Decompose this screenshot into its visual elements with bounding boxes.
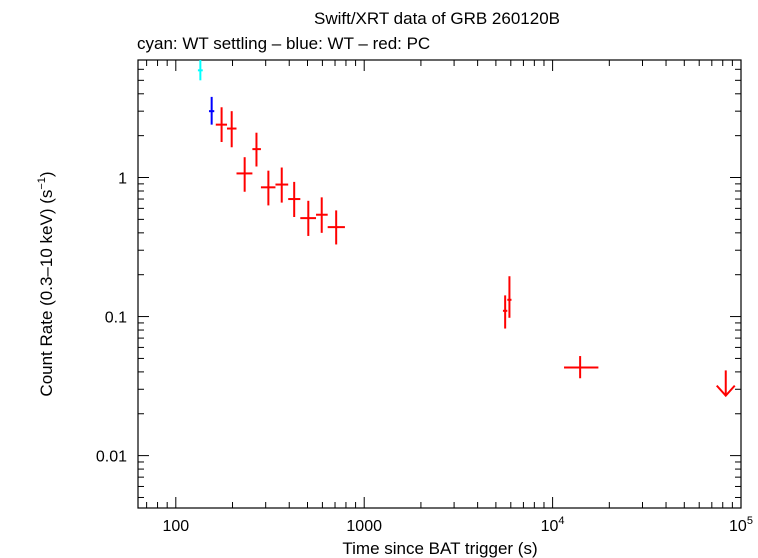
data-point	[208, 96, 215, 125]
data-point	[227, 111, 237, 148]
y-axis-label: Count Rate (0.3–10 keV) (s−1)	[36, 171, 56, 396]
x-axis-label: Time since BAT trigger (s)	[342, 539, 537, 558]
data-point	[275, 167, 289, 203]
upper-limit-arrowhead	[716, 384, 736, 398]
plot-frame	[137, 59, 742, 509]
data-point	[197, 60, 203, 81]
upper-limit-marker	[716, 370, 736, 398]
series-wt	[208, 96, 215, 125]
data-point	[215, 107, 228, 143]
y-tick-label: 0.01	[96, 449, 127, 466]
x-tick-label: 104	[541, 515, 565, 535]
x-tick-label: 105	[729, 515, 753, 535]
data-point	[252, 132, 261, 167]
data-point	[316, 197, 328, 233]
data-point	[507, 276, 512, 318]
data-point	[564, 356, 599, 379]
series-pc	[215, 107, 736, 398]
chart-title: Swift/XRT data of GRB 260120B	[314, 9, 560, 28]
axis-tick-labels: 100 1000 104 105 0.01 0.1 1	[96, 171, 753, 535]
data-point	[260, 170, 276, 206]
y-tick-label: 1	[118, 171, 127, 188]
x-tick-label: 1000	[346, 518, 382, 535]
axis-ticks	[138, 59, 742, 508]
data-point	[502, 295, 508, 329]
data-points	[197, 60, 736, 398]
y-tick-label: 0.1	[105, 310, 127, 327]
data-point	[236, 157, 253, 192]
data-point	[327, 210, 345, 245]
chart-subtitle: cyan: WT settling – blue: WT – red: PC	[137, 34, 430, 53]
data-point	[300, 200, 317, 236]
series-wt-settling	[197, 60, 203, 81]
data-point	[288, 181, 301, 218]
x-tick-label: 100	[162, 518, 189, 535]
